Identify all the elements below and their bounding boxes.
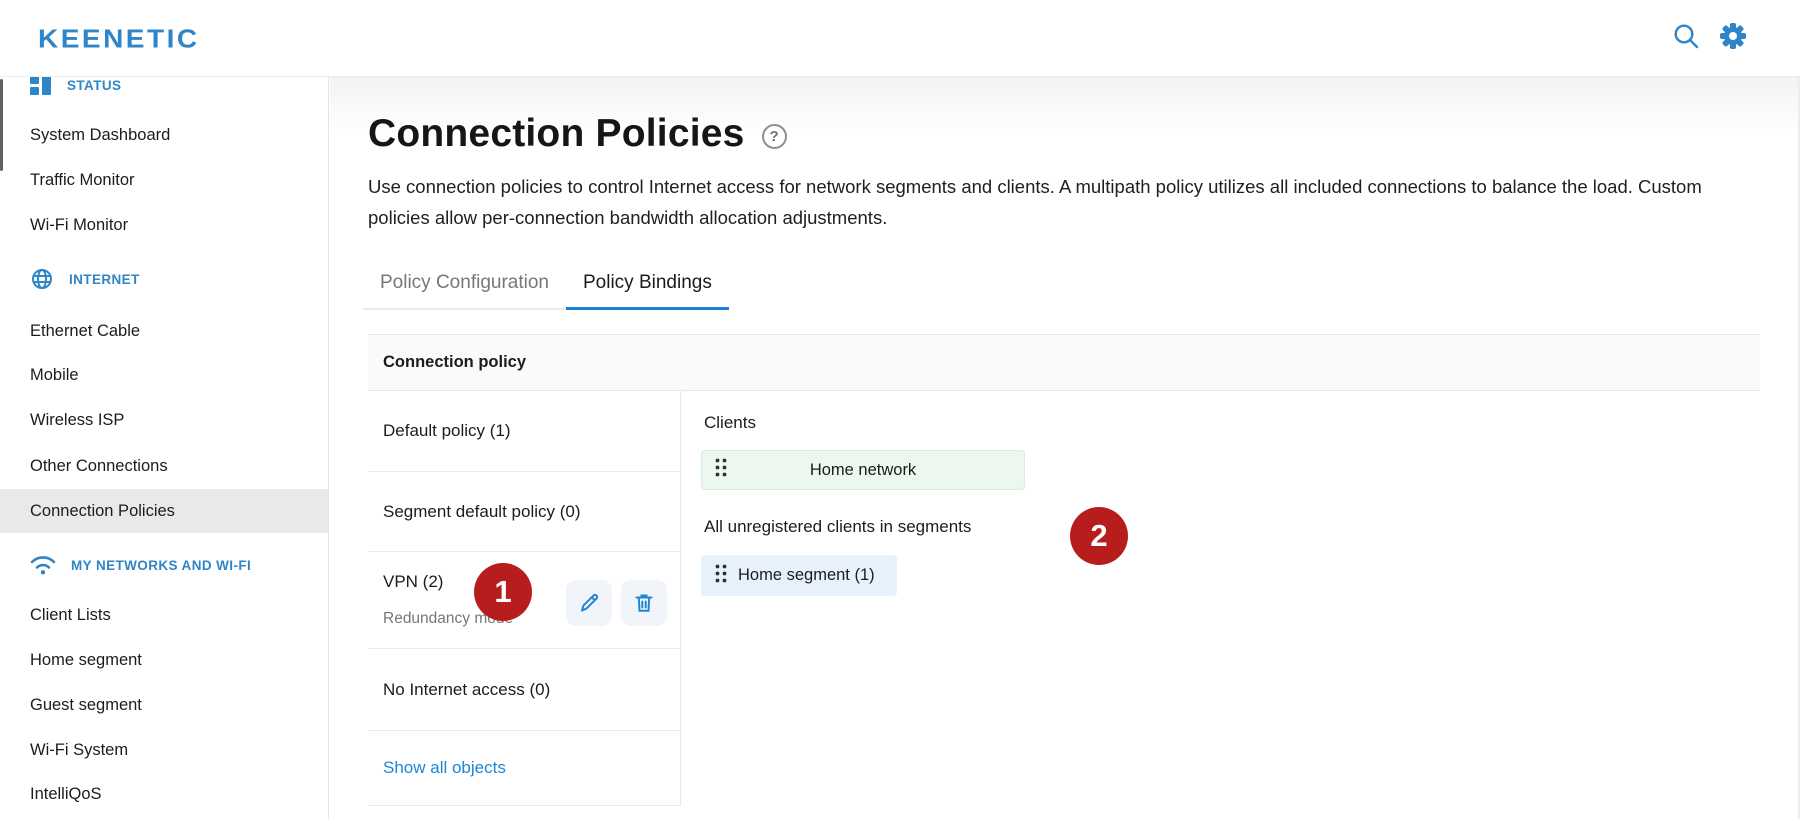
policy-row-default[interactable]: Default policy (1) bbox=[368, 391, 680, 472]
unregistered-clients-label: All unregistered clients in segments bbox=[704, 517, 972, 536]
page-description: Use connection policies to control Inter… bbox=[368, 176, 1702, 228]
policy-list: Default policy (1) Segment default polic… bbox=[368, 391, 681, 806]
sidebar-section-label: MY NETWORKS AND WI-FI bbox=[71, 557, 252, 573]
edit-policy-button[interactable] bbox=[566, 580, 612, 626]
policy-subtitle: Redundancy mode bbox=[383, 610, 514, 627]
sidebar: STATUS System Dashboard Traffic Monitor … bbox=[0, 0, 329, 819]
globe-icon bbox=[32, 269, 52, 289]
show-all-objects-row: Show all objects bbox=[368, 731, 680, 806]
policy-row-no-internet[interactable]: No Internet access (0) bbox=[368, 649, 680, 731]
top-bar: KEENETIC bbox=[0, 0, 1800, 77]
page-title: Connection Policies bbox=[368, 112, 745, 155]
gear-icon[interactable] bbox=[1715, 18, 1751, 59]
annotation-badge-2: 2 bbox=[1070, 507, 1128, 565]
delete-policy-button[interactable] bbox=[621, 580, 667, 626]
sidebar-item-wifi-monitor[interactable]: Wi-Fi Monitor bbox=[30, 216, 129, 234]
main-content-background bbox=[330, 77, 1800, 819]
sidebar-item-system-dashboard[interactable]: System Dashboard bbox=[30, 126, 171, 144]
show-all-objects-link[interactable]: Show all objects bbox=[383, 758, 506, 777]
sidebar-scrollbar-thumb[interactable] bbox=[0, 79, 3, 171]
sidebar-item-connection-policies[interactable]: Connection Policies bbox=[30, 502, 175, 520]
sidebar-item-other-connections[interactable]: Other Connections bbox=[30, 457, 168, 475]
tab-policy-bindings[interactable]: Policy Bindings bbox=[565, 264, 729, 310]
sidebar-section-my-networks[interactable]: MY NETWORKS AND WI-FI bbox=[30, 553, 251, 577]
annotation-badge-1: 1 bbox=[474, 563, 532, 621]
sidebar-item-intelliqos[interactable]: IntelliQoS bbox=[30, 785, 102, 803]
trash-icon bbox=[635, 594, 653, 612]
client-chip-home-network[interactable]: Home network bbox=[701, 450, 1025, 490]
segment-chip-home-segment[interactable]: Home segment (1) bbox=[701, 555, 897, 596]
policy-row-vpn[interactable]: VPN (2) Redundancy mode 1 bbox=[368, 552, 680, 649]
sidebar-section-label: INTERNET bbox=[69, 271, 140, 287]
pencil-icon bbox=[581, 593, 599, 612]
tab-bar: Policy Configuration Policy Bindings bbox=[363, 264, 729, 310]
search-icon[interactable] bbox=[1671, 21, 1701, 56]
policy-row-segment-default[interactable]: Segment default policy (0) bbox=[368, 472, 680, 552]
sidebar-item-guest-segment[interactable]: Guest segment bbox=[30, 696, 142, 714]
dashboard-icon bbox=[30, 75, 51, 95]
policy-name: VPN (2) bbox=[383, 572, 444, 591]
sidebar-item-home-segment[interactable]: Home segment bbox=[30, 651, 142, 669]
sidebar-item-wireless-isp[interactable]: Wireless ISP bbox=[30, 411, 125, 429]
help-icon[interactable]: ? bbox=[761, 124, 787, 149]
clients-label: Clients bbox=[704, 413, 756, 432]
drag-handle-icon[interactable] bbox=[714, 457, 728, 483]
table-header-connection-policy: Connection policy bbox=[368, 334, 1760, 391]
sidebar-section-label: STATUS bbox=[67, 77, 122, 93]
page-scrollbar[interactable] bbox=[1798, 77, 1800, 819]
sidebar-item-wifi-system[interactable]: Wi-Fi System bbox=[30, 741, 129, 759]
sidebar-item-traffic-monitor[interactable]: Traffic Monitor bbox=[30, 171, 135, 189]
wifi-icon bbox=[30, 556, 56, 575]
sidebar-item-mobile[interactable]: Mobile bbox=[30, 366, 79, 384]
keenetic-logo[interactable]: KEENETIC bbox=[38, 24, 200, 53]
sidebar-section-internet[interactable]: INTERNET bbox=[30, 267, 140, 291]
sidebar-selected-highlight bbox=[0, 489, 328, 533]
sidebar-item-ethernet-cable[interactable]: Ethernet Cable bbox=[30, 322, 141, 340]
drag-handle-icon[interactable] bbox=[714, 563, 728, 589]
tab-policy-configuration[interactable]: Policy Configuration bbox=[363, 264, 566, 310]
chip-label: Home network bbox=[809, 460, 917, 479]
sidebar-section-status[interactable]: STATUS bbox=[30, 73, 121, 97]
chip-label: Home segment (1) bbox=[738, 566, 875, 584]
sidebar-item-client-lists[interactable]: Client Lists bbox=[30, 606, 111, 624]
